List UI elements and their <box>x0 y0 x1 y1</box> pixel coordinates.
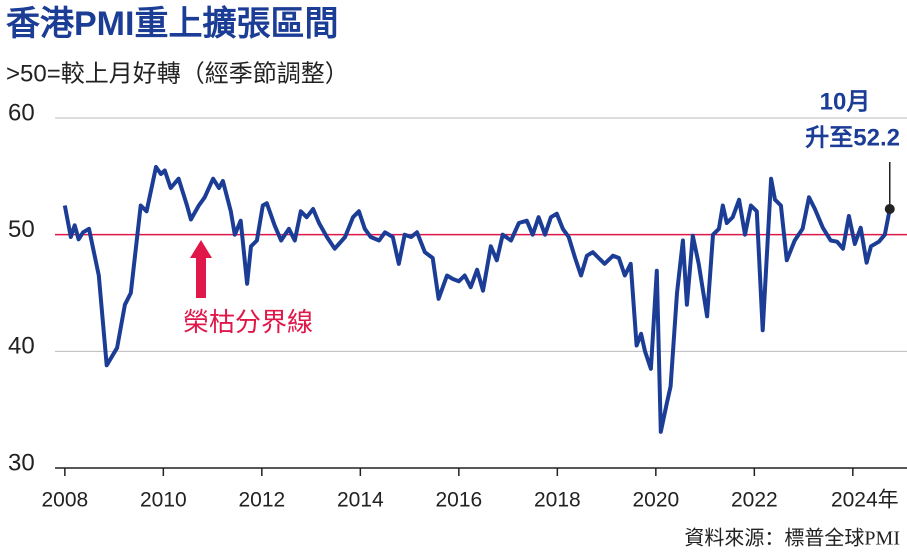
x-tick-label: 2014 <box>337 489 384 512</box>
reference-arrow <box>190 240 212 298</box>
series-line <box>62 165 892 434</box>
y-tick-label: 30 <box>8 449 35 476</box>
x-tick-label: 2016 <box>435 489 482 512</box>
x-tick-label: 2020 <box>632 489 679 512</box>
y-tick-label: 50 <box>8 216 35 243</box>
x-tick-label: 2024年 <box>831 489 899 512</box>
x-tick-label: 2010 <box>140 489 187 512</box>
annotation-text: 10月 <box>820 88 871 115</box>
chart-subtitle: >50=較上月好轉（經季節調整） <box>6 60 349 87</box>
source: 資料來源：標普全球PMI <box>684 527 900 550</box>
y-tick-label: 40 <box>8 333 35 360</box>
x-tick-label: 2018 <box>534 489 581 512</box>
reference-label: 榮枯分界線 <box>183 307 313 337</box>
y-tick-label: 60 <box>8 99 35 126</box>
annotation-text: 升至52.2 <box>805 124 900 151</box>
x-tick-label: 2022 <box>731 489 778 512</box>
annotation-dot <box>884 204 895 214</box>
chart-title: 香港PMI重上擴張區間 <box>6 4 338 43</box>
x-tick-label: 2008 <box>41 489 88 512</box>
x-tick-label: 2012 <box>238 489 285 512</box>
